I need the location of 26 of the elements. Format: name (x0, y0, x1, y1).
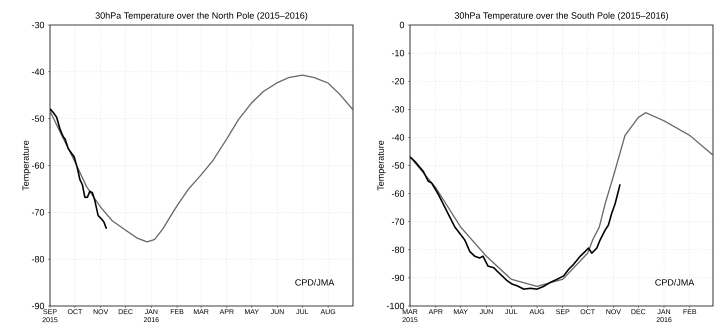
y-tick-label: -40 (32, 68, 44, 76)
chart-title: 30hPa Temperature over the North Pole (2015–2016) (96, 12, 308, 20)
y-tick-label: 0 (400, 22, 404, 28)
y-tick-label: -70 (392, 218, 404, 225)
y-tick-label: -50 (32, 115, 44, 122)
y-tick-label: -100 (386, 302, 404, 310)
y-tick-label: -60 (392, 190, 404, 197)
y-tick-label: -70 (32, 209, 44, 216)
annotation: CPD/JMA (655, 278, 694, 286)
y-axis-title: Temperature (22, 140, 31, 191)
y-tick-label: -10 (392, 50, 404, 56)
chart-title: 30hPa Temperature over the South Pole (2015–2016) (454, 12, 668, 20)
y-tick-label: -30 (392, 106, 404, 112)
y-tick-label: -80 (32, 256, 44, 262)
y-tick-label: -60 (32, 162, 44, 169)
y-tick-label: -90 (392, 274, 404, 282)
y-axis-title: Temperature (378, 140, 386, 191)
y-tick-label: -30 (32, 22, 44, 28)
y-tick-label: -50 (392, 162, 404, 169)
line-series (50, 74, 354, 242)
line-series (410, 112, 714, 287)
y-tick-label: -90 (32, 302, 44, 310)
annotation: CPD/JMA (295, 278, 334, 286)
y-tick-label: -40 (392, 134, 404, 141)
y-tick-label: -20 (392, 78, 404, 84)
y-tick-label: -80 (392, 246, 404, 253)
